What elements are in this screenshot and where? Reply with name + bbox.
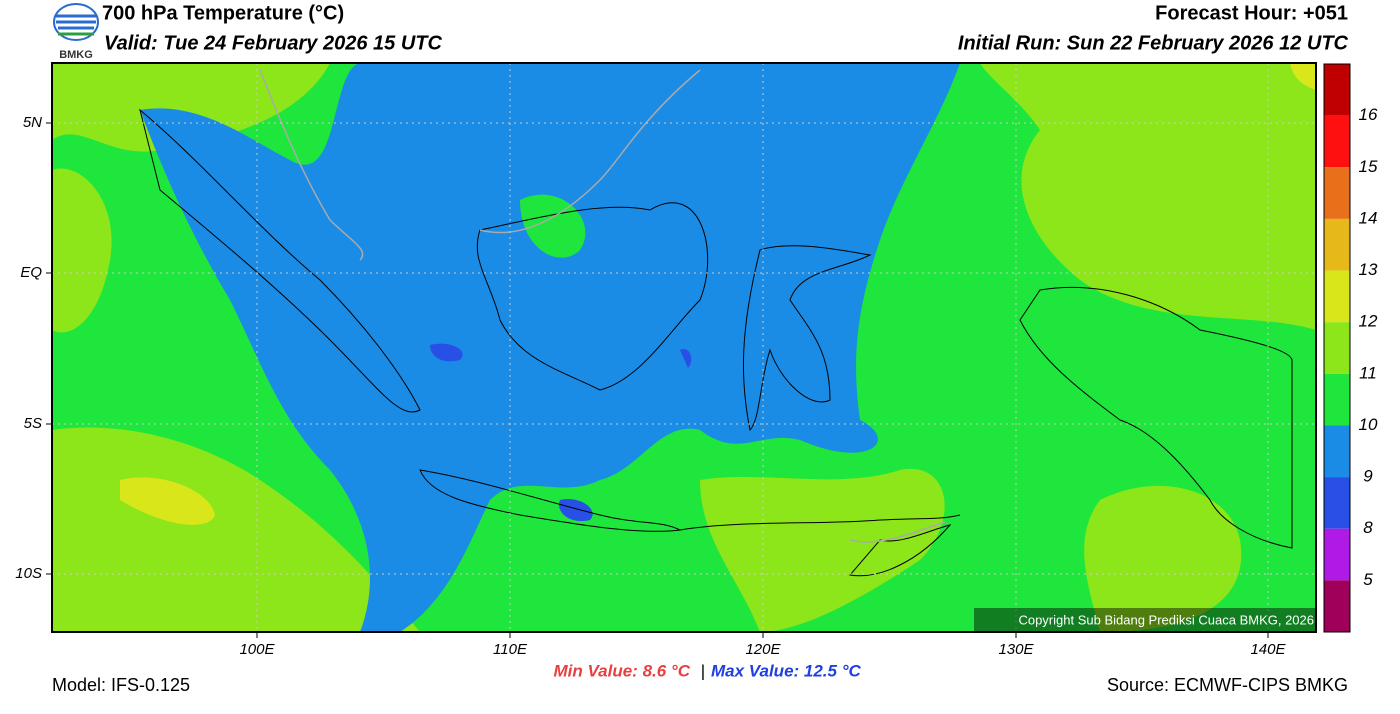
lon-label: 130E: [998, 641, 1034, 658]
copyright: Copyright Sub Bidang Prediksi Cuaca BMKG…: [1018, 612, 1314, 627]
colorbar-label: 12: [1359, 312, 1378, 331]
initial-run: Initial Run: Sun 22 February 2026 12 UTC: [958, 32, 1349, 54]
lat-label: 10S: [15, 565, 42, 582]
graticule: [46, 63, 1316, 638]
min-value: Min Value: 8.6 °C: [553, 661, 690, 680]
colorbar-segment: [1324, 373, 1350, 426]
colorbar-segment: [1324, 218, 1350, 271]
colorbar-label: 10: [1359, 415, 1378, 434]
lat-label: 5S: [24, 415, 42, 432]
lon-label: 140E: [1250, 641, 1286, 658]
colorbar-segment: [1324, 115, 1350, 168]
colorbar-label: 5: [1363, 570, 1373, 589]
valid-time: Valid: Tue 24 February 2026 15 UTC: [104, 32, 442, 54]
colorbar: 16 15 14 13 12 11 10 9 8 5: [1323, 63, 1378, 633]
forecast-hour: Forecast Hour: +051: [1155, 2, 1348, 24]
colorbar-label: 15: [1359, 157, 1378, 176]
temperature-field: [52, 63, 1316, 632]
colorbar-segment: [1324, 580, 1350, 632]
title: 700 hPa Temperature (°C): [102, 2, 344, 24]
lon-label: 110E: [493, 641, 528, 658]
colorbar-segment: [1324, 270, 1350, 323]
lat-label: EQ: [20, 264, 42, 281]
colorbar-segment: [1324, 477, 1350, 529]
colorbar-label: 8: [1363, 518, 1373, 537]
colorbar-segment: [1324, 425, 1350, 478]
colorbar-frame: [1323, 63, 1351, 633]
model: Model: IFS-0.125: [52, 675, 190, 695]
max-value: Max Value: 12.5 °C: [711, 661, 862, 680]
lon-label: 120E: [745, 641, 781, 658]
lat-label: 5N: [23, 114, 42, 131]
separator: |: [701, 661, 705, 680]
colorbar-label: 14: [1359, 208, 1378, 227]
colorbar-label: 16: [1359, 105, 1378, 124]
colorbar-label: 13: [1359, 260, 1378, 279]
colorbar-segment: [1324, 528, 1350, 581]
source: Source: ECMWF-CIPS BMKG: [1107, 675, 1348, 695]
lon-label: 100E: [239, 641, 275, 658]
colorbar-segment: [1324, 64, 1350, 116]
colorbar-segment: [1324, 167, 1350, 219]
copyright-box: [974, 608, 1316, 632]
colorbar-label: 9: [1363, 467, 1373, 486]
logo-text: BMKG: [59, 49, 93, 61]
colorbar-segment: [1324, 322, 1350, 374]
colorbar-label: 11: [1359, 363, 1377, 382]
logo: BMKG: [53, 3, 99, 61]
map-frame: [51, 62, 1317, 633]
